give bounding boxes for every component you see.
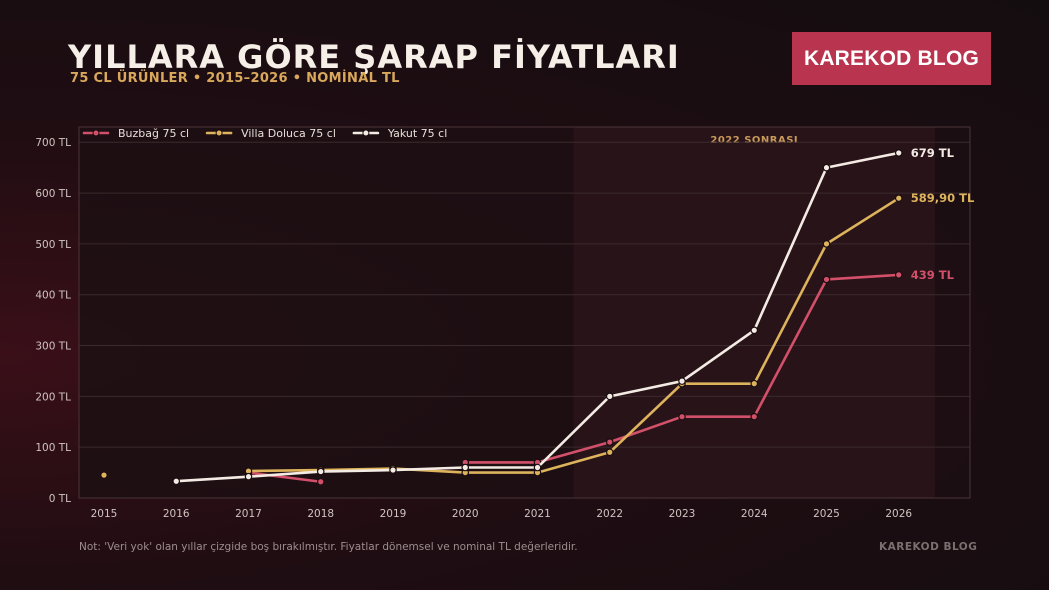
y-tick-label: 200 TL — [35, 391, 71, 403]
data-point-yakut — [461, 463, 470, 472]
brand-badge: KAREKOD BLOG — [792, 32, 991, 85]
data-point-yakut — [822, 163, 831, 172]
plot-border — [78, 126, 971, 499]
band-label: 2022 SONRASI — [710, 135, 798, 146]
x-tick-label: 2018 — [307, 508, 334, 520]
data-point-buzbag — [894, 271, 903, 279]
x-tick-label: 2025 — [813, 508, 840, 520]
data-point-buzbag — [678, 412, 686, 421]
x-tick-label: 2024 — [741, 508, 768, 520]
data-point-buzbag — [605, 438, 614, 446]
y-tick-label: 600 TL — [35, 188, 71, 200]
legend-label-yakut: Yakut 75 cl — [387, 127, 447, 140]
data-point-yakut — [244, 472, 253, 481]
data-point-villa — [822, 240, 831, 248]
series-line-villa — [247, 196, 901, 474]
y-tick-label: 0 TL — [49, 493, 71, 505]
data-point-yakut — [172, 477, 181, 486]
data-point-yakut — [894, 149, 903, 157]
data-point-yakut — [605, 392, 614, 401]
footer-brand: KAREKOD BLOG — [879, 541, 978, 553]
data-point-buzbag — [822, 275, 831, 284]
data-point-yakut — [750, 326, 759, 335]
y-tick-label: 500 TL — [35, 239, 71, 251]
x-tick-label: 2021 — [524, 508, 551, 520]
x-tick-label: 2022 — [596, 508, 623, 520]
x-tick-label: 2017 — [235, 508, 262, 520]
y-tick-label: 400 TL — [35, 290, 71, 302]
data-point-yakut — [678, 377, 686, 385]
end-label-buzbag: 439 TL — [911, 268, 955, 282]
data-point-villa — [750, 379, 759, 388]
data-point-yakut — [533, 463, 542, 472]
y-tick-label: 700 TL — [35, 137, 71, 149]
legend-label-buzbag: Buzbağ 75 cl — [118, 127, 189, 140]
legend-marker-villa — [215, 129, 223, 137]
end-label-villa: 589,90 TL — [911, 191, 975, 205]
data-point-villa — [894, 194, 903, 203]
data-point-villa — [100, 471, 108, 479]
end-label-yakut: 679 TL — [911, 146, 955, 160]
x-tick-label: 2023 — [669, 508, 696, 520]
chart-subtitle: 75 CL ÜRÜNLER • 2015–2026 • NOMİNAL TL — [70, 71, 400, 86]
x-tick-label: 2026 — [885, 508, 912, 520]
x-tick-label: 2015 — [91, 508, 118, 520]
data-point-yakut — [316, 467, 325, 476]
x-tick-label: 2016 — [163, 508, 190, 520]
y-tick-label: 300 TL — [35, 341, 71, 353]
y-tick-label: 100 TL — [35, 442, 71, 454]
x-tick-label: 2019 — [380, 508, 407, 520]
footnote: Not: 'Veri yok' olan yıllar çizgide boş … — [79, 541, 578, 553]
legend-marker-buzbag — [92, 129, 100, 137]
data-point-buzbag — [316, 477, 325, 486]
chart-title: YILLARA GÖRE ŞARAP FİYATLARI — [68, 38, 680, 76]
legend-label-villa: Villa Doluca 75 cl — [241, 127, 336, 140]
series-line-buzbag — [247, 471, 323, 484]
highlight-band — [573, 127, 935, 498]
legend-marker-yakut — [362, 129, 370, 137]
data-point-yakut — [389, 466, 397, 474]
data-point-villa — [605, 448, 614, 457]
data-point-buzbag — [750, 412, 759, 421]
x-tick-label: 2020 — [452, 508, 479, 520]
